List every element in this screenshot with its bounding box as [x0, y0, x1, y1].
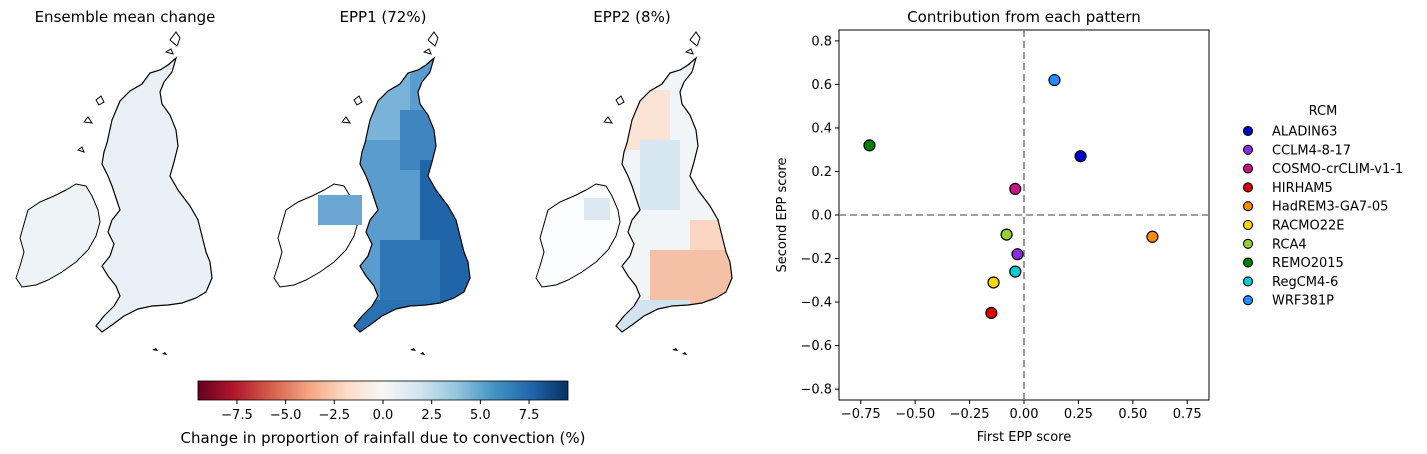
legend-label: RegCM4-6	[1272, 275, 1338, 290]
x-tick-label: −0.50	[895, 407, 935, 422]
scatter-point-hadrem3-ga7-05[interactable]	[1146, 230, 1159, 243]
legend-item: REMO2015	[1242, 256, 1344, 271]
legend-marker	[1242, 257, 1254, 268]
map-title-epp1: EPP1 (72%)	[340, 8, 427, 26]
y-tick-label: −0.6	[800, 339, 832, 354]
map-panel-epp1: EPP1 (72%)	[273, 8, 471, 355]
y-tick-label: 0.0	[811, 209, 832, 224]
legend-marker	[1242, 238, 1254, 249]
y-tick-label: 0.2	[811, 165, 832, 180]
scatter-point-wrf381p[interactable]	[1048, 73, 1061, 87]
y-tick-label: −0.4	[800, 296, 832, 311]
y-tick-label: 0.6	[811, 78, 832, 93]
scilly-isles	[672, 348, 687, 355]
ireland-north-shading	[584, 198, 610, 220]
scatter-point-remo2015[interactable]	[863, 139, 876, 152]
shetland-islands	[684, 31, 701, 55]
legend-item: HIRHAM5	[1242, 181, 1333, 196]
western-isles	[603, 95, 625, 124]
legend-label: COSMO-crCLIM-v1-1	[1272, 162, 1403, 177]
legend-marker	[1242, 295, 1254, 306]
legend-label: HIRHAM5	[1272, 181, 1333, 196]
legend-item: HadREM3-GA7-05	[1242, 200, 1388, 215]
colorbar-gradient	[197, 380, 569, 401]
legend-item: RegCM4-6	[1242, 275, 1338, 290]
colorbar-tick-label: 7.5	[519, 408, 540, 423]
map-panel-epp2: EPP2 (8%)	[535, 8, 733, 355]
scatter-points	[863, 73, 1159, 320]
scilly-isles	[152, 348, 167, 355]
shetland-islands	[422, 31, 439, 55]
legend-marker	[1242, 163, 1254, 174]
colorbar-ticks: −7.5 −5.0 −2.5 0.0 2.5 5.0 7.5	[221, 400, 539, 423]
chart-title: Contribution from each pattern	[907, 8, 1141, 26]
legend-marker	[1242, 182, 1254, 193]
legend-item: RCA4	[1242, 237, 1307, 252]
colorbar-tick-label: 2.5	[421, 408, 442, 423]
legend-item: COSMO-crCLIM-v1-1	[1242, 162, 1403, 177]
colorbar: −7.5 −5.0 −2.5 0.0 2.5 5.0 7.5 Change in propo…	[181, 380, 586, 447]
legend-marker	[1242, 144, 1254, 155]
legend-marker	[1242, 201, 1254, 212]
y-axis-label: Second EPP score	[775, 158, 790, 273]
western-isles	[76, 95, 105, 153]
y-tick-label: 0.8	[811, 34, 832, 49]
legend-item: RACMO22E	[1242, 219, 1344, 234]
legend-label: REMO2015	[1272, 256, 1344, 271]
scatter-point-hirham5[interactable]	[985, 306, 998, 320]
x-tick-label: −0.25	[950, 407, 990, 422]
colorbar-tick-label: 0.0	[373, 408, 394, 423]
scatter-point-rca4[interactable]	[1000, 228, 1013, 241]
x-tick-label: 0.25	[1064, 407, 1093, 422]
x-axis-ticks: −0.75 −0.50 −0.25 0.00 0.25 0.50 0.75	[841, 400, 1202, 422]
western-isles	[341, 95, 363, 124]
scilly-isles	[410, 348, 425, 355]
ireland-north-shading	[318, 195, 362, 225]
colorbar-label: Change in proportion of rainfall due to …	[181, 429, 586, 447]
legend-marker	[1242, 125, 1254, 137]
x-tick-label: 0.00	[1010, 407, 1039, 422]
legend-marker	[1242, 219, 1254, 231]
y-tick-label: 0.4	[811, 121, 832, 136]
legend-label: ALADIN63	[1272, 125, 1337, 140]
legend-label: HadREM3-GA7-05	[1272, 200, 1388, 215]
scatter-point-regcm4-6[interactable]	[1009, 265, 1022, 278]
legend-label: CCLM4-8-17	[1272, 143, 1351, 158]
scatter-point-cclm4-8-17[interactable]	[1011, 248, 1024, 261]
colorbar-tick-label: −5.0	[270, 408, 302, 423]
x-tick-label: 0.50	[1118, 407, 1147, 422]
legend-label: RCA4	[1272, 237, 1307, 252]
scatter-chart: Contribution from each pattern −0.75 −0.5…	[775, 8, 1210, 445]
shetland-islands	[164, 31, 181, 55]
legend-items: ALADIN63 CCLM4-8-17 COSMO-crCLIM-v1-1 HIRHA…	[1242, 125, 1403, 309]
x-tick-label: 0.75	[1173, 407, 1202, 422]
legend-marker	[1242, 276, 1254, 287]
ireland-outline	[15, 183, 101, 288]
x-axis-label: First EPP score	[977, 430, 1071, 445]
scatter-point-cosmo-crclim-v1-1[interactable]	[1009, 182, 1022, 195]
legend-item: ALADIN63	[1242, 125, 1337, 140]
map-title-mean: Ensemble mean change	[35, 8, 216, 26]
map-panel-mean: Ensemble mean change	[15, 8, 216, 355]
legend-label: WRF381P	[1272, 294, 1334, 309]
legend-item: WRF381P	[1242, 294, 1334, 309]
scatter-point-aladin63[interactable]	[1074, 150, 1087, 163]
scatter-point-racmo22e[interactable]	[987, 276, 1000, 289]
y-tick-label: −0.2	[800, 252, 832, 267]
y-axis-ticks: −0.8 −0.6 −0.4 −0.2 0.0 0.2 0.4 0.6 0.8	[800, 34, 839, 398]
map-title-epp2: EPP2 (8%)	[593, 8, 670, 26]
colorbar-tick-label: −2.5	[319, 408, 351, 423]
legend-title: RCM	[1309, 104, 1338, 119]
y-tick-label: −0.8	[800, 383, 832, 398]
colorbar-tick-label: −7.5	[221, 408, 253, 423]
x-tick-label: −0.75	[841, 407, 881, 422]
legend: RCM ALADIN63 CCLM4-8-17 COSMO-crCLIM-v1-1 H…	[1242, 104, 1403, 309]
colorbar-tick-label: 5.0	[470, 408, 491, 423]
legend-label: RACMO22E	[1272, 219, 1344, 234]
legend-item: CCLM4-8-17	[1242, 143, 1351, 158]
great-britain-outline	[95, 57, 213, 333]
